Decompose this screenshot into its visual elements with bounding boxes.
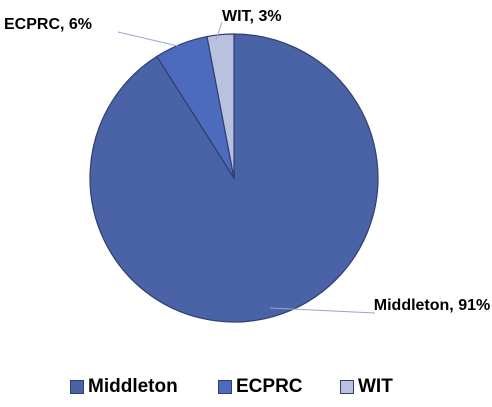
legend-label: ECPRC <box>236 376 303 397</box>
legend-item: ECPRC <box>218 376 303 398</box>
data-label: Middleton, 91% <box>373 297 491 314</box>
legend-swatch <box>340 380 354 394</box>
legend-label: WIT <box>358 376 393 397</box>
legend-item: Middleton <box>70 376 178 398</box>
legend-swatch <box>70 380 84 394</box>
leader-line <box>117 31 179 47</box>
leader-line <box>215 21 223 41</box>
data-label: ECPRC, 6% <box>4 16 93 33</box>
pie-slice <box>206 33 235 179</box>
legend-item: WIT <box>340 376 393 398</box>
leader-line <box>269 307 376 314</box>
data-label: WIT, 3% <box>222 8 282 25</box>
legend-label: Middleton <box>88 376 178 397</box>
legend-swatch <box>218 380 232 394</box>
